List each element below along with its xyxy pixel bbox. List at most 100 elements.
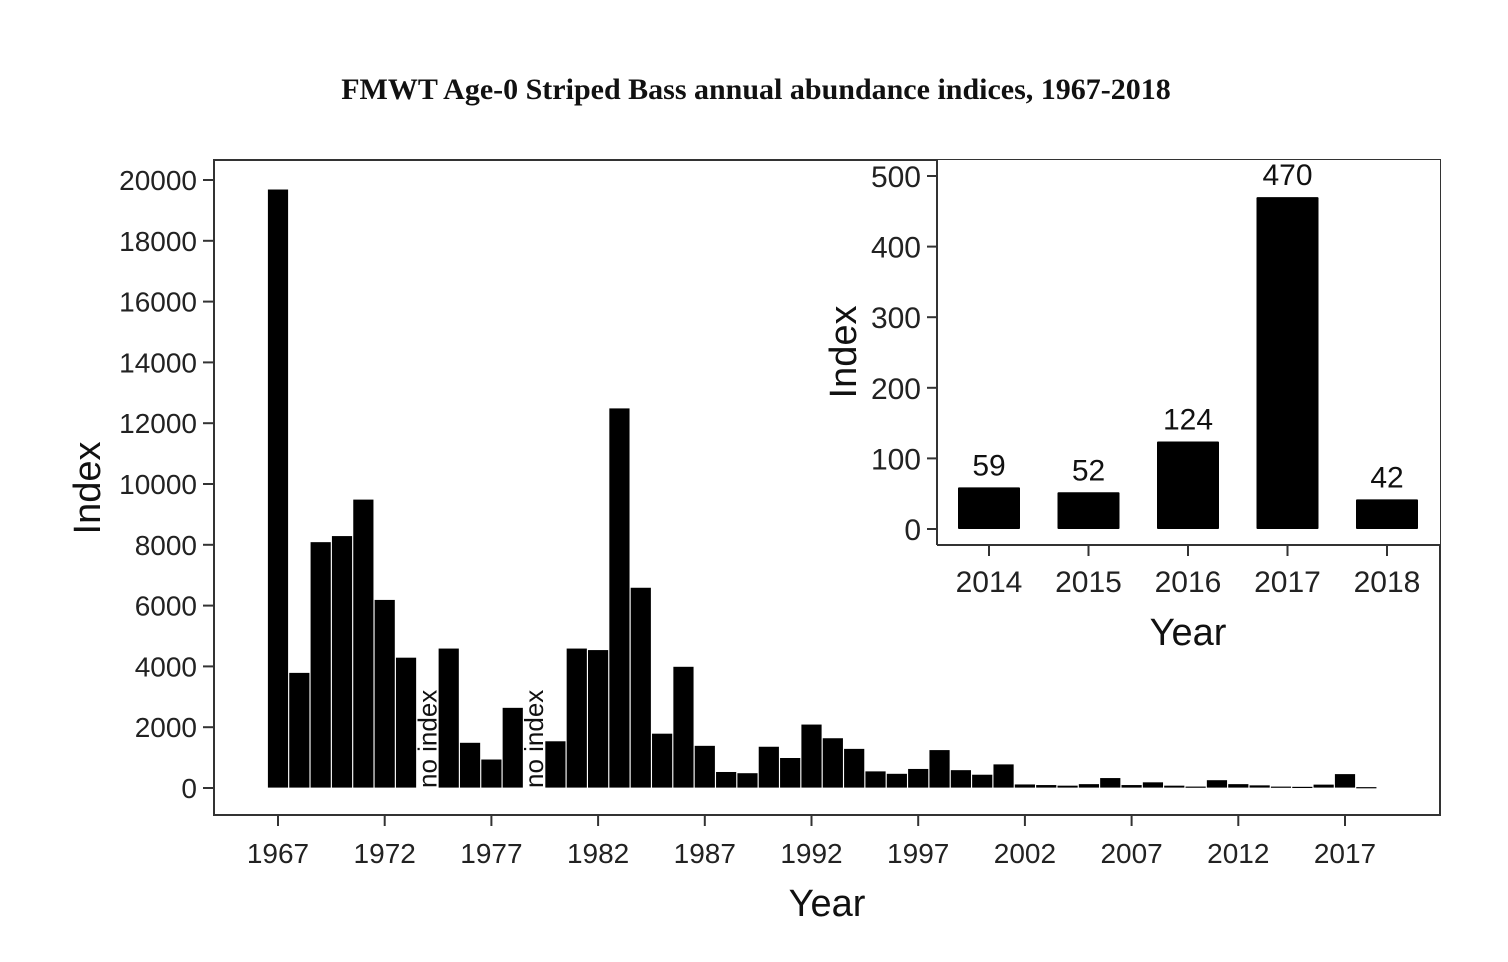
y-tick-label: 14000 — [119, 347, 197, 378]
inset-y-tick-label: 400 — [871, 232, 921, 265]
inset-bars — [958, 197, 1418, 529]
bar-2016 — [1312, 783, 1335, 789]
inset-bar-2015 — [1057, 492, 1120, 529]
inset-bar-2017 — [1256, 197, 1319, 529]
bar-2010 — [1184, 785, 1207, 789]
x-tick-label: 2002 — [994, 838, 1056, 869]
main-y-axis: 0 2000 4000 6000 8000 10000 12000 14000 16000 180… — [119, 165, 214, 804]
bar-1976 — [459, 742, 481, 789]
bar-2007 — [1120, 784, 1143, 789]
bar-2018 — [1355, 786, 1378, 790]
bar-1992 — [800, 723, 823, 789]
inset-y-axis-title: Index — [823, 306, 865, 399]
inset-y-axis: 0 100 200 300 400 500 — [871, 161, 937, 547]
bar-2017 — [1334, 773, 1356, 789]
inset-y-tick-label: 500 — [871, 161, 921, 194]
bar-1989 — [736, 772, 759, 789]
bar-1999 — [949, 769, 972, 789]
bar-2002 — [1014, 783, 1036, 789]
chart-title: FMWT Age-0 Striped Bass annual abundance… — [341, 73, 1171, 106]
main-annotations: no index no index — [412, 690, 549, 788]
x-tick-label: 2012 — [1207, 838, 1269, 869]
bar-1987 — [693, 745, 716, 789]
x-tick-label: 1972 — [354, 838, 416, 869]
inset-bar-2018 — [1356, 499, 1418, 529]
bar-1978 — [501, 707, 524, 789]
inset-data-label: 124 — [1163, 403, 1213, 436]
bar-2015 — [1291, 786, 1314, 789]
bar-1984 — [629, 586, 652, 789]
inset-data-label: 470 — [1262, 159, 1312, 192]
inset-data-label: 42 — [1370, 461, 1403, 494]
bar-2013 — [1248, 784, 1271, 789]
inset-y-tick-label: 100 — [871, 443, 921, 476]
bar-2014 — [1270, 785, 1292, 789]
x-tick-label: 1987 — [674, 838, 736, 869]
main-bars — [267, 188, 1378, 790]
y-tick-label: 16000 — [119, 287, 197, 318]
y-tick-label: 6000 — [135, 591, 197, 622]
inset-y-tick-label: 300 — [871, 302, 921, 335]
bar-2003 — [1035, 784, 1058, 789]
main-x-axis: 1967 1972 1977 1982 1987 1992 1997 2002 2007 2012… — [247, 815, 1376, 869]
bar-2001 — [992, 763, 1015, 789]
bar-2009 — [1163, 784, 1186, 789]
inset-x-axis: 2014 2015 2016 2017 2018 — [956, 545, 1421, 599]
bar-2000 — [971, 773, 994, 789]
x-tick-label: 1967 — [247, 838, 309, 869]
bar-2011 — [1206, 779, 1228, 789]
y-tick-label: 8000 — [135, 530, 197, 561]
bar-1973 — [395, 656, 417, 789]
inset-bar-2014 — [958, 487, 1020, 529]
inset-x-tick-label: 2015 — [1055, 566, 1122, 599]
inset-x-tick-label: 2014 — [956, 566, 1023, 599]
bar-1996 — [885, 773, 908, 789]
bar-1993 — [821, 737, 844, 789]
y-tick-label: 12000 — [119, 408, 197, 439]
bar-1988 — [715, 771, 738, 789]
inset-data-label: 59 — [972, 449, 1005, 482]
bar-2008 — [1142, 781, 1164, 789]
y-tick-label: 18000 — [119, 226, 197, 257]
bar-2005 — [1078, 783, 1100, 789]
bar-1969 — [309, 541, 332, 789]
bar-1994 — [843, 748, 866, 789]
inset-x-tick-label: 2018 — [1354, 566, 1421, 599]
x-tick-label: 1997 — [887, 838, 949, 869]
x-tick-label: 1992 — [780, 838, 842, 869]
bar-1972 — [373, 599, 396, 789]
bar-1986 — [672, 666, 695, 789]
no-index-annotation: no index — [412, 690, 442, 788]
bar-1982 — [587, 649, 609, 789]
y-tick-label: 20000 — [119, 165, 197, 196]
bar-1977 — [480, 758, 503, 789]
bar-1985 — [651, 732, 674, 789]
inset-bar-2016 — [1157, 441, 1219, 529]
inset-x-tick-label: 2016 — [1155, 566, 1222, 599]
x-tick-label: 1977 — [460, 838, 522, 869]
bar-1997 — [907, 768, 930, 789]
no-index-annotation: no index — [519, 690, 549, 788]
bar-1970 — [331, 535, 353, 789]
bar-1971 — [352, 498, 375, 789]
y-tick-label: 10000 — [119, 469, 197, 500]
main-x-axis-title: Year — [789, 883, 866, 925]
inset-x-tick-label: 2017 — [1254, 566, 1321, 599]
bar-1990 — [757, 745, 780, 789]
y-tick-label: 2000 — [135, 712, 197, 743]
bar-1968 — [288, 672, 311, 789]
inset-y-tick-label: 0 — [904, 514, 921, 547]
y-tick-label: 4000 — [135, 651, 197, 682]
bar-1991 — [779, 757, 802, 789]
bar-2006 — [1099, 777, 1122, 789]
main-y-axis-title: Index — [67, 442, 109, 535]
bar-1995 — [864, 770, 887, 789]
bar-1975 — [437, 647, 460, 789]
bar-1983 — [608, 407, 631, 789]
bar-1998 — [928, 749, 951, 789]
bar-2012 — [1227, 783, 1250, 789]
x-tick-label: 1982 — [567, 838, 629, 869]
bar-2004 — [1056, 784, 1079, 789]
bar-1967 — [267, 188, 289, 789]
